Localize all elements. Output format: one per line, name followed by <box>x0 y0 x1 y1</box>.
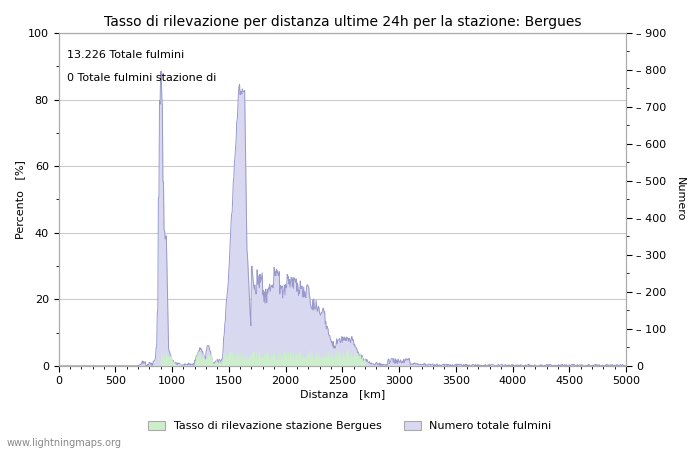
Legend: Tasso di rilevazione stazione Bergues, Numero totale fulmini: Tasso di rilevazione stazione Bergues, N… <box>144 416 556 436</box>
Y-axis label: Numero: Numero <box>675 177 685 221</box>
X-axis label: Distanza   [km]: Distanza [km] <box>300 389 385 399</box>
Text: 13.226 Totale fulmini: 13.226 Totale fulmini <box>67 50 184 59</box>
Text: www.lightningmaps.org: www.lightningmaps.org <box>7 438 122 448</box>
Y-axis label: Percento   [%]: Percento [%] <box>15 160 25 239</box>
Text: 0 Totale fulmini stazione di: 0 Totale fulmini stazione di <box>67 73 216 83</box>
Title: Tasso di rilevazione per distanza ultime 24h per la stazione: Bergues: Tasso di rilevazione per distanza ultime… <box>104 15 581 29</box>
